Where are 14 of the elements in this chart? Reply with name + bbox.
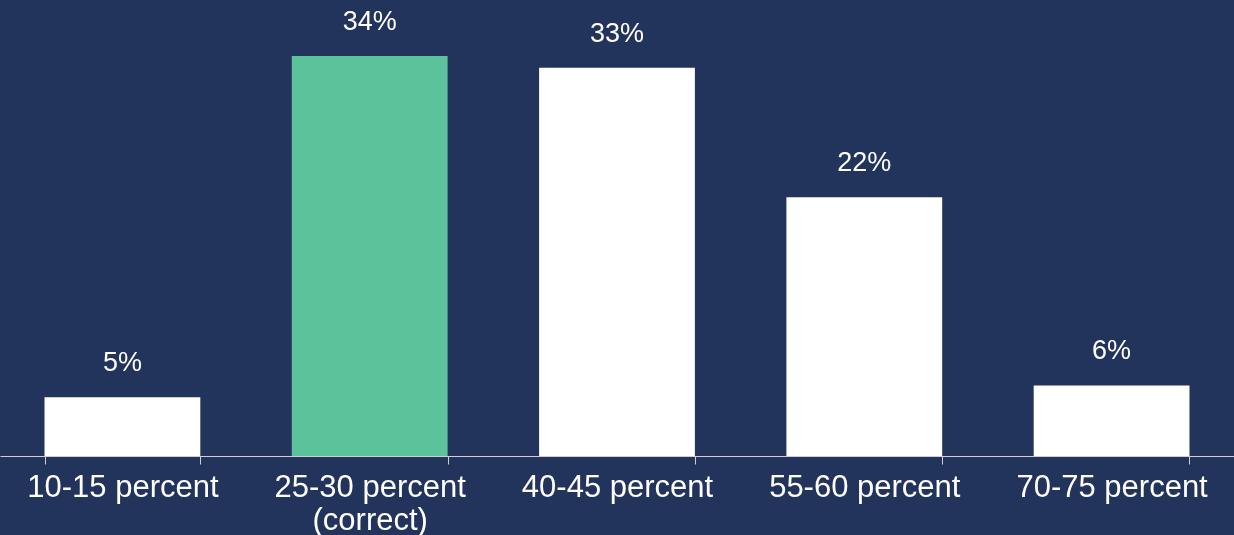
x-tick-label: 40-45 percent [521,468,714,504]
bar [44,397,201,456]
x-tick-label: 70-75 percent [1016,468,1209,504]
data-label: 33% [589,17,645,48]
x-tick-label: 55-60 percent [769,468,961,504]
bar [291,56,448,456]
bar [539,67,695,456]
data-label: 22% [837,147,892,178]
bar [1033,385,1190,456]
data-label: 5% [102,347,142,378]
data-label: 34% [342,6,397,36]
data-label: 6% [1092,335,1132,366]
bar [786,197,943,456]
x-tick-label: 10-15 percent [27,468,219,504]
